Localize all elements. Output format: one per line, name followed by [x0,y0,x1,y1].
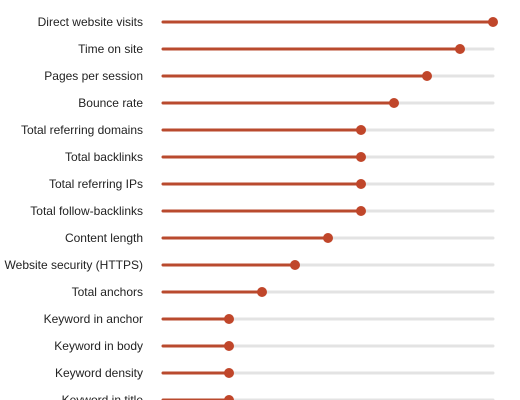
category-label: Bounce rate [78,96,143,110]
value-dot [323,233,333,243]
value-dot [257,287,267,297]
category-label: Total backlinks [65,150,143,164]
row-total-referring-ips: Total referring IPs [49,177,495,191]
value-dot [224,395,234,400]
row-total-backlinks: Total backlinks [65,150,495,164]
value-dot [356,179,366,189]
category-label: Total anchors [72,285,143,299]
value-dot [290,260,300,270]
row-keyword-in-title: Keyword in title [62,393,495,400]
row-bounce-rate: Bounce rate [78,96,495,110]
category-label: Keyword in title [62,393,144,400]
row-total-anchors: Total anchors [72,285,495,299]
value-dot [356,125,366,135]
category-label: Content length [65,231,143,245]
row-keyword-density: Keyword density [55,366,495,380]
row-pages-per-session: Pages per session [44,69,495,83]
category-label: Direct website visits [38,15,143,29]
category-label: Keyword in anchor [44,312,143,326]
value-dot [224,314,234,324]
category-label: Keyword in body [54,339,143,353]
row-total-referring-domains: Total referring domains [21,123,495,137]
category-label: Total follow-backlinks [30,204,143,218]
value-dot [455,44,465,54]
category-label: Keyword density [55,366,143,380]
row-time-on-site: Time on site [78,42,495,56]
value-dot [356,152,366,162]
row-website-security-https: Website security (HTTPS) [5,258,495,272]
value-dot [224,368,234,378]
value-dot [224,341,234,351]
row-keyword-in-anchor: Keyword in anchor [44,312,495,326]
row-total-follow-backlinks: Total follow-backlinks [30,204,495,218]
category-label: Total referring IPs [49,177,143,191]
value-dot [356,206,366,216]
category-label: Pages per session [44,69,143,83]
row-keyword-in-body: Keyword in body [54,339,495,353]
category-label: Website security (HTTPS) [5,258,143,272]
value-dot [488,17,498,27]
category-label: Total referring domains [21,123,143,137]
row-direct-website-visits: Direct website visits [38,15,498,29]
value-dot [389,98,399,108]
value-dot [422,71,432,81]
category-label: Time on site [78,42,143,56]
row-content-length: Content length [65,231,495,245]
